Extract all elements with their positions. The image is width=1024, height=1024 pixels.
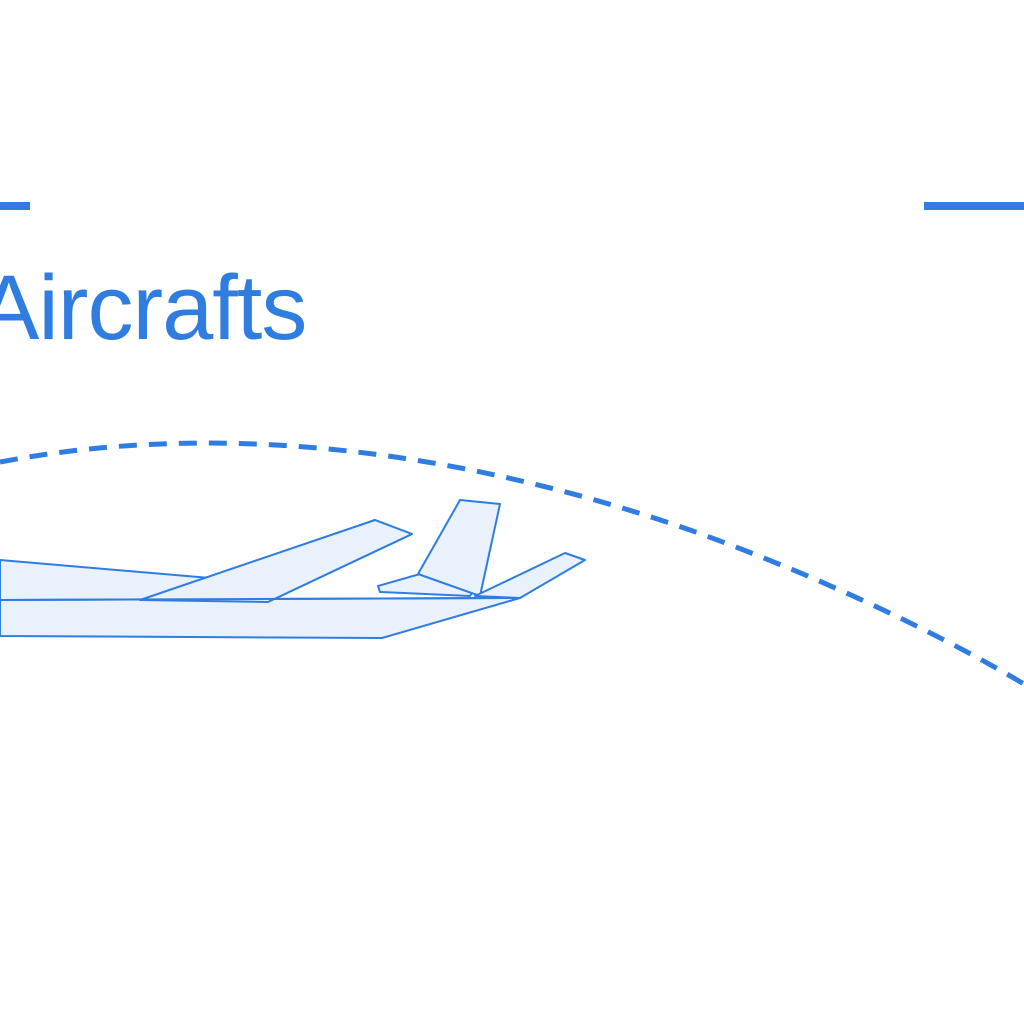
divider-right bbox=[924, 202, 1024, 210]
airplane-wing-icon bbox=[139, 519, 413, 603]
airplane-icon bbox=[0, 499, 586, 639]
airplane-fuselage-icon bbox=[0, 597, 521, 639]
section-title: Aircrafts bbox=[0, 257, 307, 359]
airplane-tail-fin-icon bbox=[417, 499, 501, 597]
divider-left bbox=[0, 202, 30, 210]
airplane-stabilizer-icon bbox=[474, 552, 586, 599]
airplane-body-line-icon bbox=[0, 597, 521, 601]
dashed-flight-path bbox=[0, 440, 1024, 687]
